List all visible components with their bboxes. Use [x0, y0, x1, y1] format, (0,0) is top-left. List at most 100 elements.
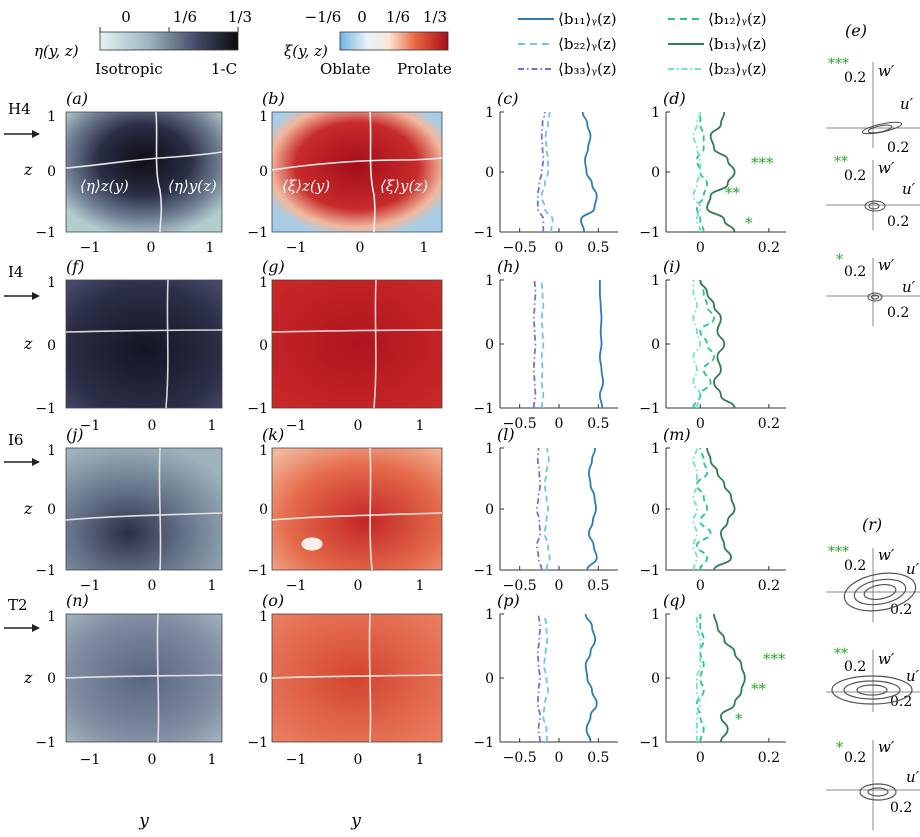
- map-xtick-label: 0: [356, 240, 365, 256]
- xi-z-profile-line: [271, 512, 443, 521]
- z-tick-label: 1: [651, 441, 660, 457]
- eta-z-profile-line: [65, 151, 223, 169]
- xi-map-I6: [271, 447, 443, 571]
- panel-label: (g): [262, 257, 285, 276]
- map-ytick-label: −1: [247, 401, 268, 417]
- series-line-1: [692, 279, 715, 409]
- series-line-3: [536, 613, 542, 743]
- map-ytick-label: 0: [259, 338, 268, 354]
- arrow-head-icon: [32, 624, 40, 632]
- map-ytick-label: 1: [259, 443, 268, 459]
- colorbar-xi-right-text: Prolate: [397, 60, 452, 78]
- series-line-3: [532, 279, 537, 409]
- x-tick-label: 0: [696, 240, 705, 256]
- map-ytick-label: −1: [35, 401, 56, 417]
- x-tick-label: 0.2: [758, 240, 780, 256]
- xi-map-I4: [271, 279, 443, 409]
- eta-y-inline-label: ⟨η⟩y(z): [168, 177, 217, 195]
- panel-label: (c): [497, 89, 518, 108]
- panel-label: (p): [497, 591, 520, 610]
- colorbar-xi-left-text: Oblate: [320, 60, 371, 78]
- series-line-2: [706, 447, 736, 571]
- z-tick-label: 0: [651, 671, 660, 687]
- panel-label: (b): [262, 89, 285, 108]
- map-ytick-label: −1: [247, 225, 268, 241]
- u-axis-label: u′: [900, 95, 914, 113]
- series-line-2: [699, 279, 736, 409]
- stars-q: *** ** *: [735, 650, 786, 728]
- z-tick-label: 0: [485, 502, 494, 518]
- series-line-1: [695, 112, 709, 233]
- z-tick-label: −1: [639, 225, 660, 241]
- map-xtick-label: −1: [80, 418, 101, 434]
- z-tick-label: 1: [485, 273, 494, 289]
- u-axis-tick: 0.2: [887, 305, 909, 321]
- x-tick-label: 0.5: [587, 578, 609, 594]
- profile-panel-d: −1 0 1 0 0.2: [639, 105, 786, 256]
- jpdf-contour: [843, 572, 917, 612]
- map-ytick-label: 1: [47, 443, 56, 459]
- map-xtick-label: −1: [286, 240, 307, 256]
- series-line-2: [543, 447, 551, 571]
- colorbar-eta-tick-label: 0: [121, 8, 131, 26]
- legend-text-b12: ⟨b₁₂⟩ᵧ(z): [708, 10, 767, 28]
- eta-z-profile-line: [65, 329, 223, 333]
- map-xtick-label: 0: [147, 240, 156, 256]
- map-xticks-row3: −1 0 1 −1 0 1: [80, 578, 425, 594]
- u-axis-tick: 0.2: [890, 694, 912, 710]
- map-xtick-label: 0: [354, 578, 363, 594]
- panel-label: (n): [66, 591, 89, 610]
- profile-panel-i: −1 0 1 0 0.2: [639, 273, 786, 432]
- z-tick-label: 0: [485, 165, 494, 181]
- panel-label: (r): [862, 515, 882, 534]
- x-tick-label: 0: [555, 416, 564, 432]
- series-line-2: [540, 279, 545, 409]
- profile-panel-h: −1 0 1 −0.5 0 0.5: [473, 273, 618, 432]
- series-line-1: [586, 447, 598, 571]
- series-line-1: [598, 280, 605, 409]
- series-line-3: [692, 280, 702, 409]
- w-axis-label: w′: [878, 159, 895, 177]
- profile-panel-labels: (c) (d) (h) (i) (l) (m) (p) (q): [497, 89, 691, 610]
- star-label-2: **: [834, 646, 848, 662]
- z-tick-label: 1: [485, 441, 494, 457]
- xi-map-T2: [271, 613, 443, 743]
- map-ytick-label: 1: [259, 109, 268, 125]
- series-line-2: [706, 111, 736, 233]
- jpdf-contour: [867, 124, 893, 134]
- u-axis-label: u′: [906, 768, 920, 786]
- star-label-1: *: [745, 214, 753, 232]
- z-tick-label: 1: [485, 105, 494, 121]
- map-ytick-label: 0: [47, 164, 56, 180]
- panel-label: (f): [66, 257, 84, 276]
- z-tick-label: −1: [639, 563, 660, 579]
- map-xtick-label: −1: [286, 578, 307, 594]
- profile-panel-q: −1 0 1 0 0.2: [639, 607, 786, 766]
- z-axis-label: z: [23, 334, 33, 353]
- star-label-1: *: [735, 710, 743, 728]
- x-tick-label: 0.2: [758, 750, 780, 766]
- panel-a: (a) ⟨η⟩z(y) ⟨η⟩y(z): [65, 89, 223, 233]
- eta-z-profile-line: [65, 512, 223, 521]
- colorbar-eta-label: η(y, z): [34, 42, 79, 60]
- row-label-T2: T2: [4, 596, 40, 632]
- z-axis-label: z: [23, 499, 33, 518]
- map-xtick-label: 1: [420, 240, 429, 256]
- map-xtick-label: 1: [208, 752, 217, 768]
- map-xtick-label: −1: [286, 418, 307, 434]
- star-label-2: **: [834, 154, 848, 170]
- u-axis-tick: 0.2: [887, 140, 909, 156]
- colorbar-eta-bar: [99, 31, 239, 51]
- x-tick-label: 0.5: [587, 750, 609, 766]
- panel-label: (a): [66, 89, 88, 108]
- jpdf-contour: [871, 294, 879, 300]
- legend-text-b23: ⟨b₂₃⟩ᵧ(z): [708, 60, 767, 78]
- star-label-2: **: [751, 680, 767, 698]
- panel-label: (o): [262, 591, 284, 610]
- star-label-3: ***: [828, 56, 849, 72]
- legend-text-b11: ⟨b₁₁⟩ᵧ(z): [558, 10, 617, 28]
- legend-right: ⟨b₁₂⟩ᵧ(z) ⟨b₁₃⟩ᵧ(z) ⟨b₂₃⟩ᵧ(z): [668, 10, 767, 78]
- z-tick-label: 1: [651, 607, 660, 623]
- z-tick-label: −1: [473, 401, 494, 417]
- panel-label: (e): [845, 21, 867, 40]
